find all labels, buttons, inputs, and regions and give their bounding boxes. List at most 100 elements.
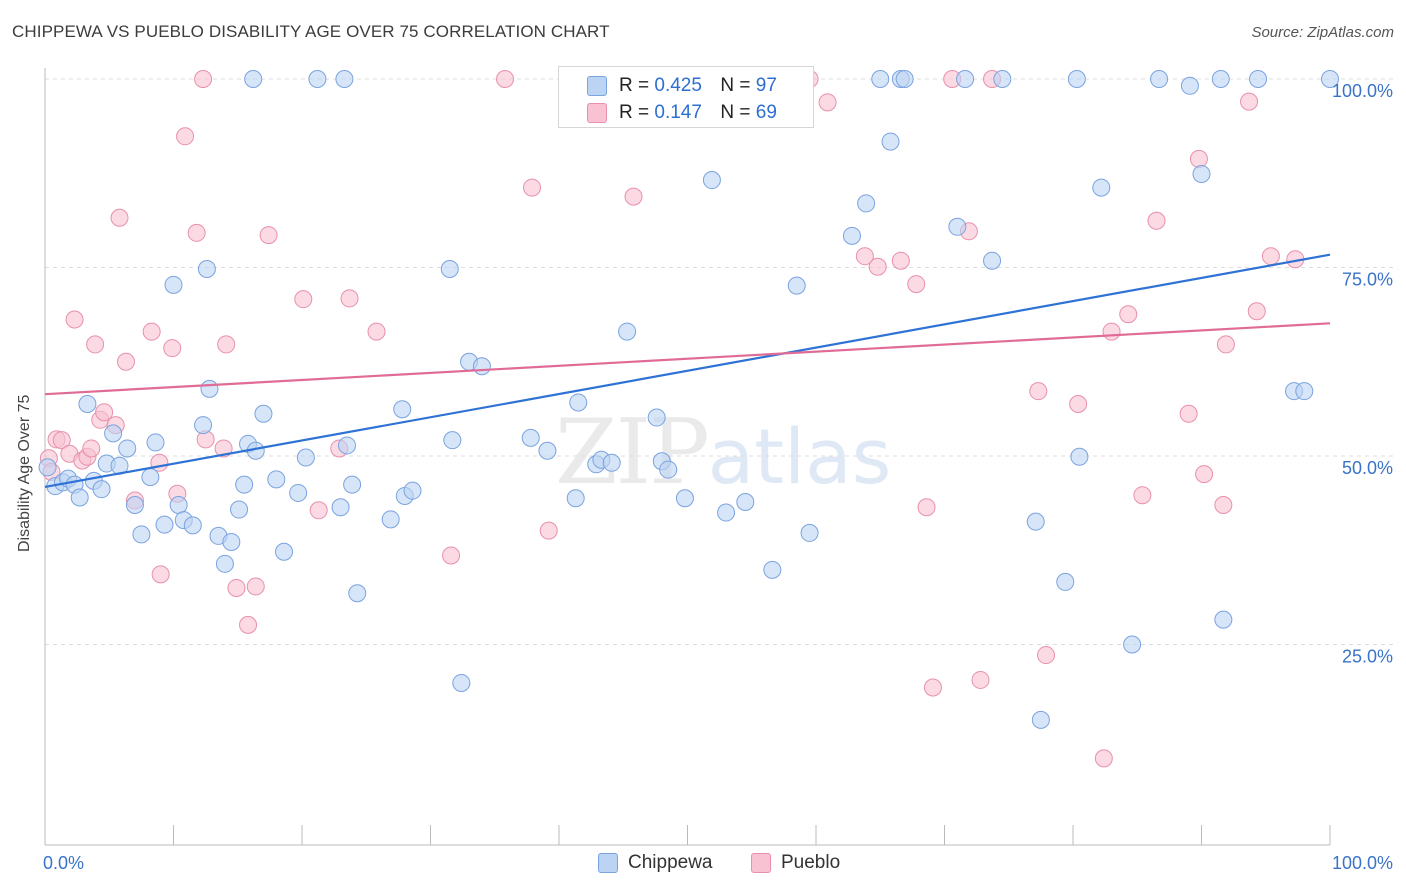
pueblo-point	[917, 498, 936, 517]
chippewa-point	[215, 554, 234, 573]
pueblo-point	[367, 322, 386, 341]
pueblo-point	[496, 70, 515, 88]
pueblo-point	[1037, 646, 1056, 665]
pueblo-point	[1147, 211, 1166, 230]
chippewa-point	[141, 468, 160, 487]
y-tick-label: 50.0%	[1342, 458, 1393, 478]
chippewa-point	[403, 481, 422, 500]
pueblo-point	[523, 178, 542, 197]
chippewa-point	[659, 460, 678, 479]
pueblo-point	[1195, 465, 1214, 484]
y-tick-label: 75.0%	[1342, 270, 1393, 290]
stats-legend: R = 0.425 N = 97 R = 0.147 N = 69	[558, 66, 814, 128]
chippewa-point	[1123, 635, 1142, 654]
chippewa-point	[1249, 70, 1268, 88]
chippewa-point	[1321, 70, 1339, 88]
pueblo-point	[239, 615, 258, 634]
chippewa-point	[222, 532, 241, 551]
legend-r-value: 0.147	[654, 102, 702, 123]
chippewa-point	[452, 673, 471, 692]
chippewa-point	[169, 496, 188, 515]
pueblo-point	[217, 335, 236, 354]
chippewa-point	[800, 523, 819, 542]
pueblo-swatch	[587, 103, 607, 123]
chippewa-point	[197, 260, 216, 279]
pueblo-point	[923, 678, 942, 697]
pueblo-point	[539, 521, 558, 540]
pueblo-point	[1179, 404, 1198, 423]
pueblo-point	[214, 439, 233, 458]
chippewa-point	[702, 171, 721, 190]
chippewa-swatch	[587, 76, 607, 96]
pueblo-point	[1216, 335, 1235, 354]
pueblo-point	[246, 577, 265, 596]
chippewa-point	[38, 458, 57, 477]
chippewa-point	[1150, 70, 1169, 88]
chippewa-point	[472, 357, 491, 376]
trend-lines	[44, 253, 1331, 488]
chippewa-point	[1031, 710, 1050, 729]
chippewa-point	[132, 525, 151, 544]
chippewa-point	[842, 226, 861, 245]
chippewa-point	[1056, 572, 1075, 591]
chippewa-point	[521, 428, 540, 447]
legend-n-label: N =	[720, 102, 751, 123]
pueblo-point	[1240, 92, 1259, 111]
chippewa-point	[200, 379, 219, 398]
pueblo-point	[1261, 247, 1280, 266]
chippewa-point	[895, 70, 914, 88]
chippewa-point	[183, 516, 202, 535]
series-legend: Chippewa Pueblo	[0, 852, 1406, 876]
legend-n-value: 69	[755, 102, 777, 123]
chippewa-point	[871, 70, 890, 88]
pueblo-point	[1102, 322, 1121, 341]
pueblo-trend-line	[44, 322, 1331, 396]
chippewa-point	[443, 431, 462, 450]
pueblo-point	[442, 546, 461, 565]
chippewa-point	[118, 439, 137, 458]
pueblo-point	[818, 93, 837, 112]
pueblo-point	[1069, 394, 1088, 413]
chippewa-point	[92, 480, 111, 499]
chippewa-point	[1211, 70, 1230, 88]
chippewa-point	[146, 433, 165, 452]
legend-n-value: 97	[755, 75, 777, 96]
chippewa-point	[230, 500, 249, 519]
pueblo-point	[855, 247, 874, 266]
chippewa-point	[717, 503, 736, 522]
x-tick-label: 0.0%	[43, 853, 84, 873]
legend-item-pueblo: Pueblo	[751, 852, 840, 874]
chippewa-point	[993, 70, 1012, 88]
pueblo-point	[151, 565, 170, 584]
legend-row-pueblo: R = 0.147 N = 69	[587, 101, 777, 125]
chippewa-point	[337, 436, 356, 455]
legend-r-label: R =	[619, 102, 650, 123]
chippewa-point	[331, 498, 350, 517]
chippewa-point	[857, 194, 876, 213]
chippewa-point	[343, 475, 362, 494]
pueblo-point	[176, 127, 195, 146]
legend-n-label: N =	[720, 75, 751, 96]
pueblo-point	[1214, 496, 1233, 515]
pueblo-point	[1133, 486, 1152, 505]
chippewa-point	[1067, 70, 1086, 88]
pueblo-point	[340, 289, 359, 308]
chippewa-point	[787, 276, 806, 295]
chippewa-point	[736, 492, 755, 511]
pueblo-point	[868, 257, 887, 276]
watermark: ZIPatlas	[555, 400, 891, 505]
chippewa-point	[335, 70, 354, 88]
pueblo-point	[194, 70, 213, 88]
chippewa-points	[38, 70, 1339, 729]
chippewa-point	[881, 132, 900, 151]
legend-row-chippewa: R = 0.425 N = 97	[587, 74, 777, 98]
legend-label-chippewa: Chippewa	[628, 852, 713, 873]
chippewa-point	[948, 217, 967, 236]
chippewa-point	[194, 416, 213, 435]
x-tick-label: 100.0%	[1332, 853, 1393, 873]
chippewa-point	[393, 400, 412, 419]
chippewa-point	[618, 322, 637, 341]
pueblo-point	[259, 226, 278, 245]
chippewa-point	[675, 489, 694, 508]
chippewa-point	[1026, 512, 1045, 531]
